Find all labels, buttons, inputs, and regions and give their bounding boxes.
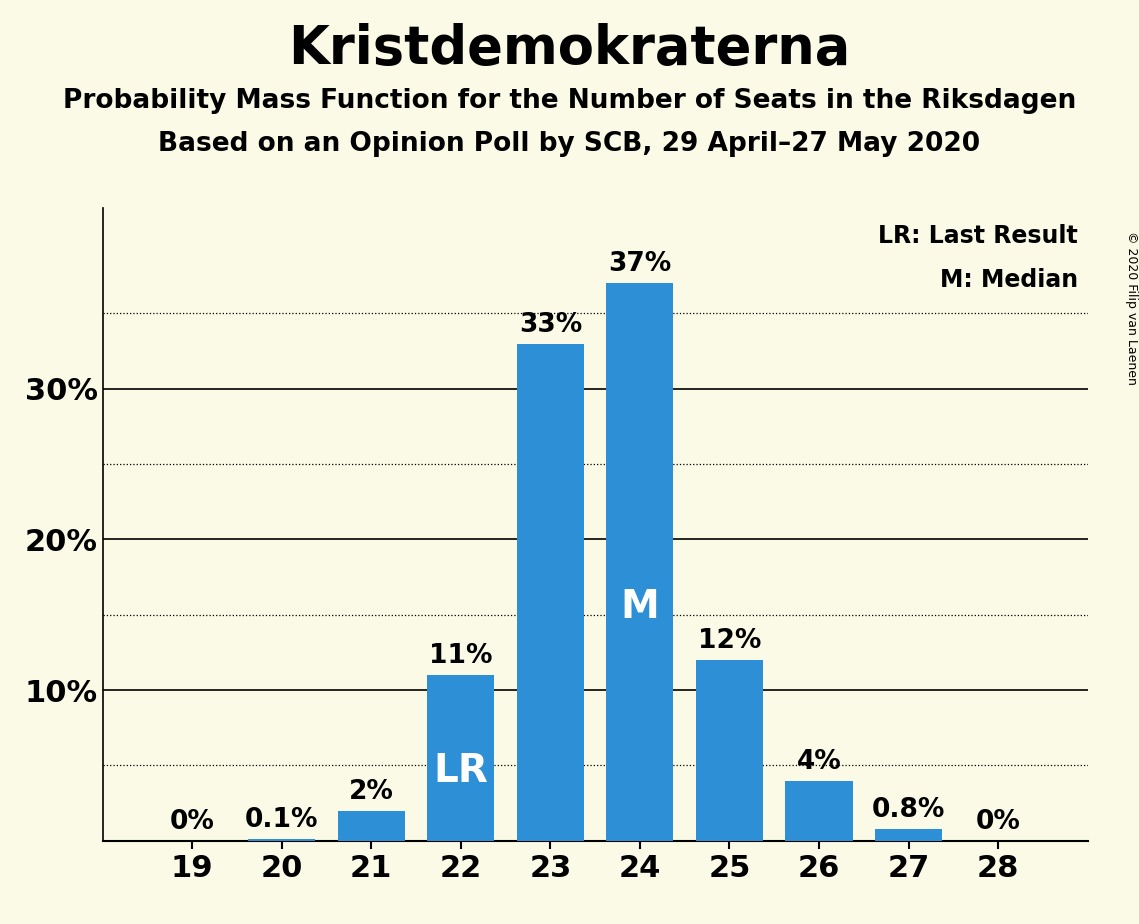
Bar: [427, 675, 494, 841]
Bar: [606, 284, 673, 841]
Text: LR: Last Result: LR: Last Result: [878, 224, 1077, 248]
Text: Probability Mass Function for the Number of Seats in the Riksdagen: Probability Mass Function for the Number…: [63, 88, 1076, 114]
Bar: [248, 839, 316, 841]
Text: 33%: 33%: [518, 311, 582, 337]
Text: M: M: [621, 588, 659, 626]
Text: 4%: 4%: [796, 748, 842, 774]
Bar: [517, 344, 584, 841]
Text: 0%: 0%: [976, 808, 1021, 834]
Text: Based on an Opinion Poll by SCB, 29 April–27 May 2020: Based on an Opinion Poll by SCB, 29 Apri…: [158, 131, 981, 157]
Text: LR: LR: [433, 752, 489, 790]
Text: 2%: 2%: [349, 779, 394, 805]
Text: © 2020 Filip van Laenen: © 2020 Filip van Laenen: [1124, 231, 1138, 385]
Bar: [875, 829, 942, 841]
Text: 37%: 37%: [608, 251, 672, 277]
Bar: [786, 781, 853, 841]
Text: 0.1%: 0.1%: [245, 808, 319, 833]
Text: 12%: 12%: [698, 628, 761, 654]
Text: 0.8%: 0.8%: [872, 796, 945, 822]
Text: Kristdemokraterna: Kristdemokraterna: [288, 23, 851, 75]
Text: 11%: 11%: [429, 643, 492, 669]
Text: M: Median: M: Median: [940, 268, 1077, 292]
Text: 0%: 0%: [170, 808, 214, 834]
Bar: [696, 660, 763, 841]
Bar: [337, 810, 404, 841]
